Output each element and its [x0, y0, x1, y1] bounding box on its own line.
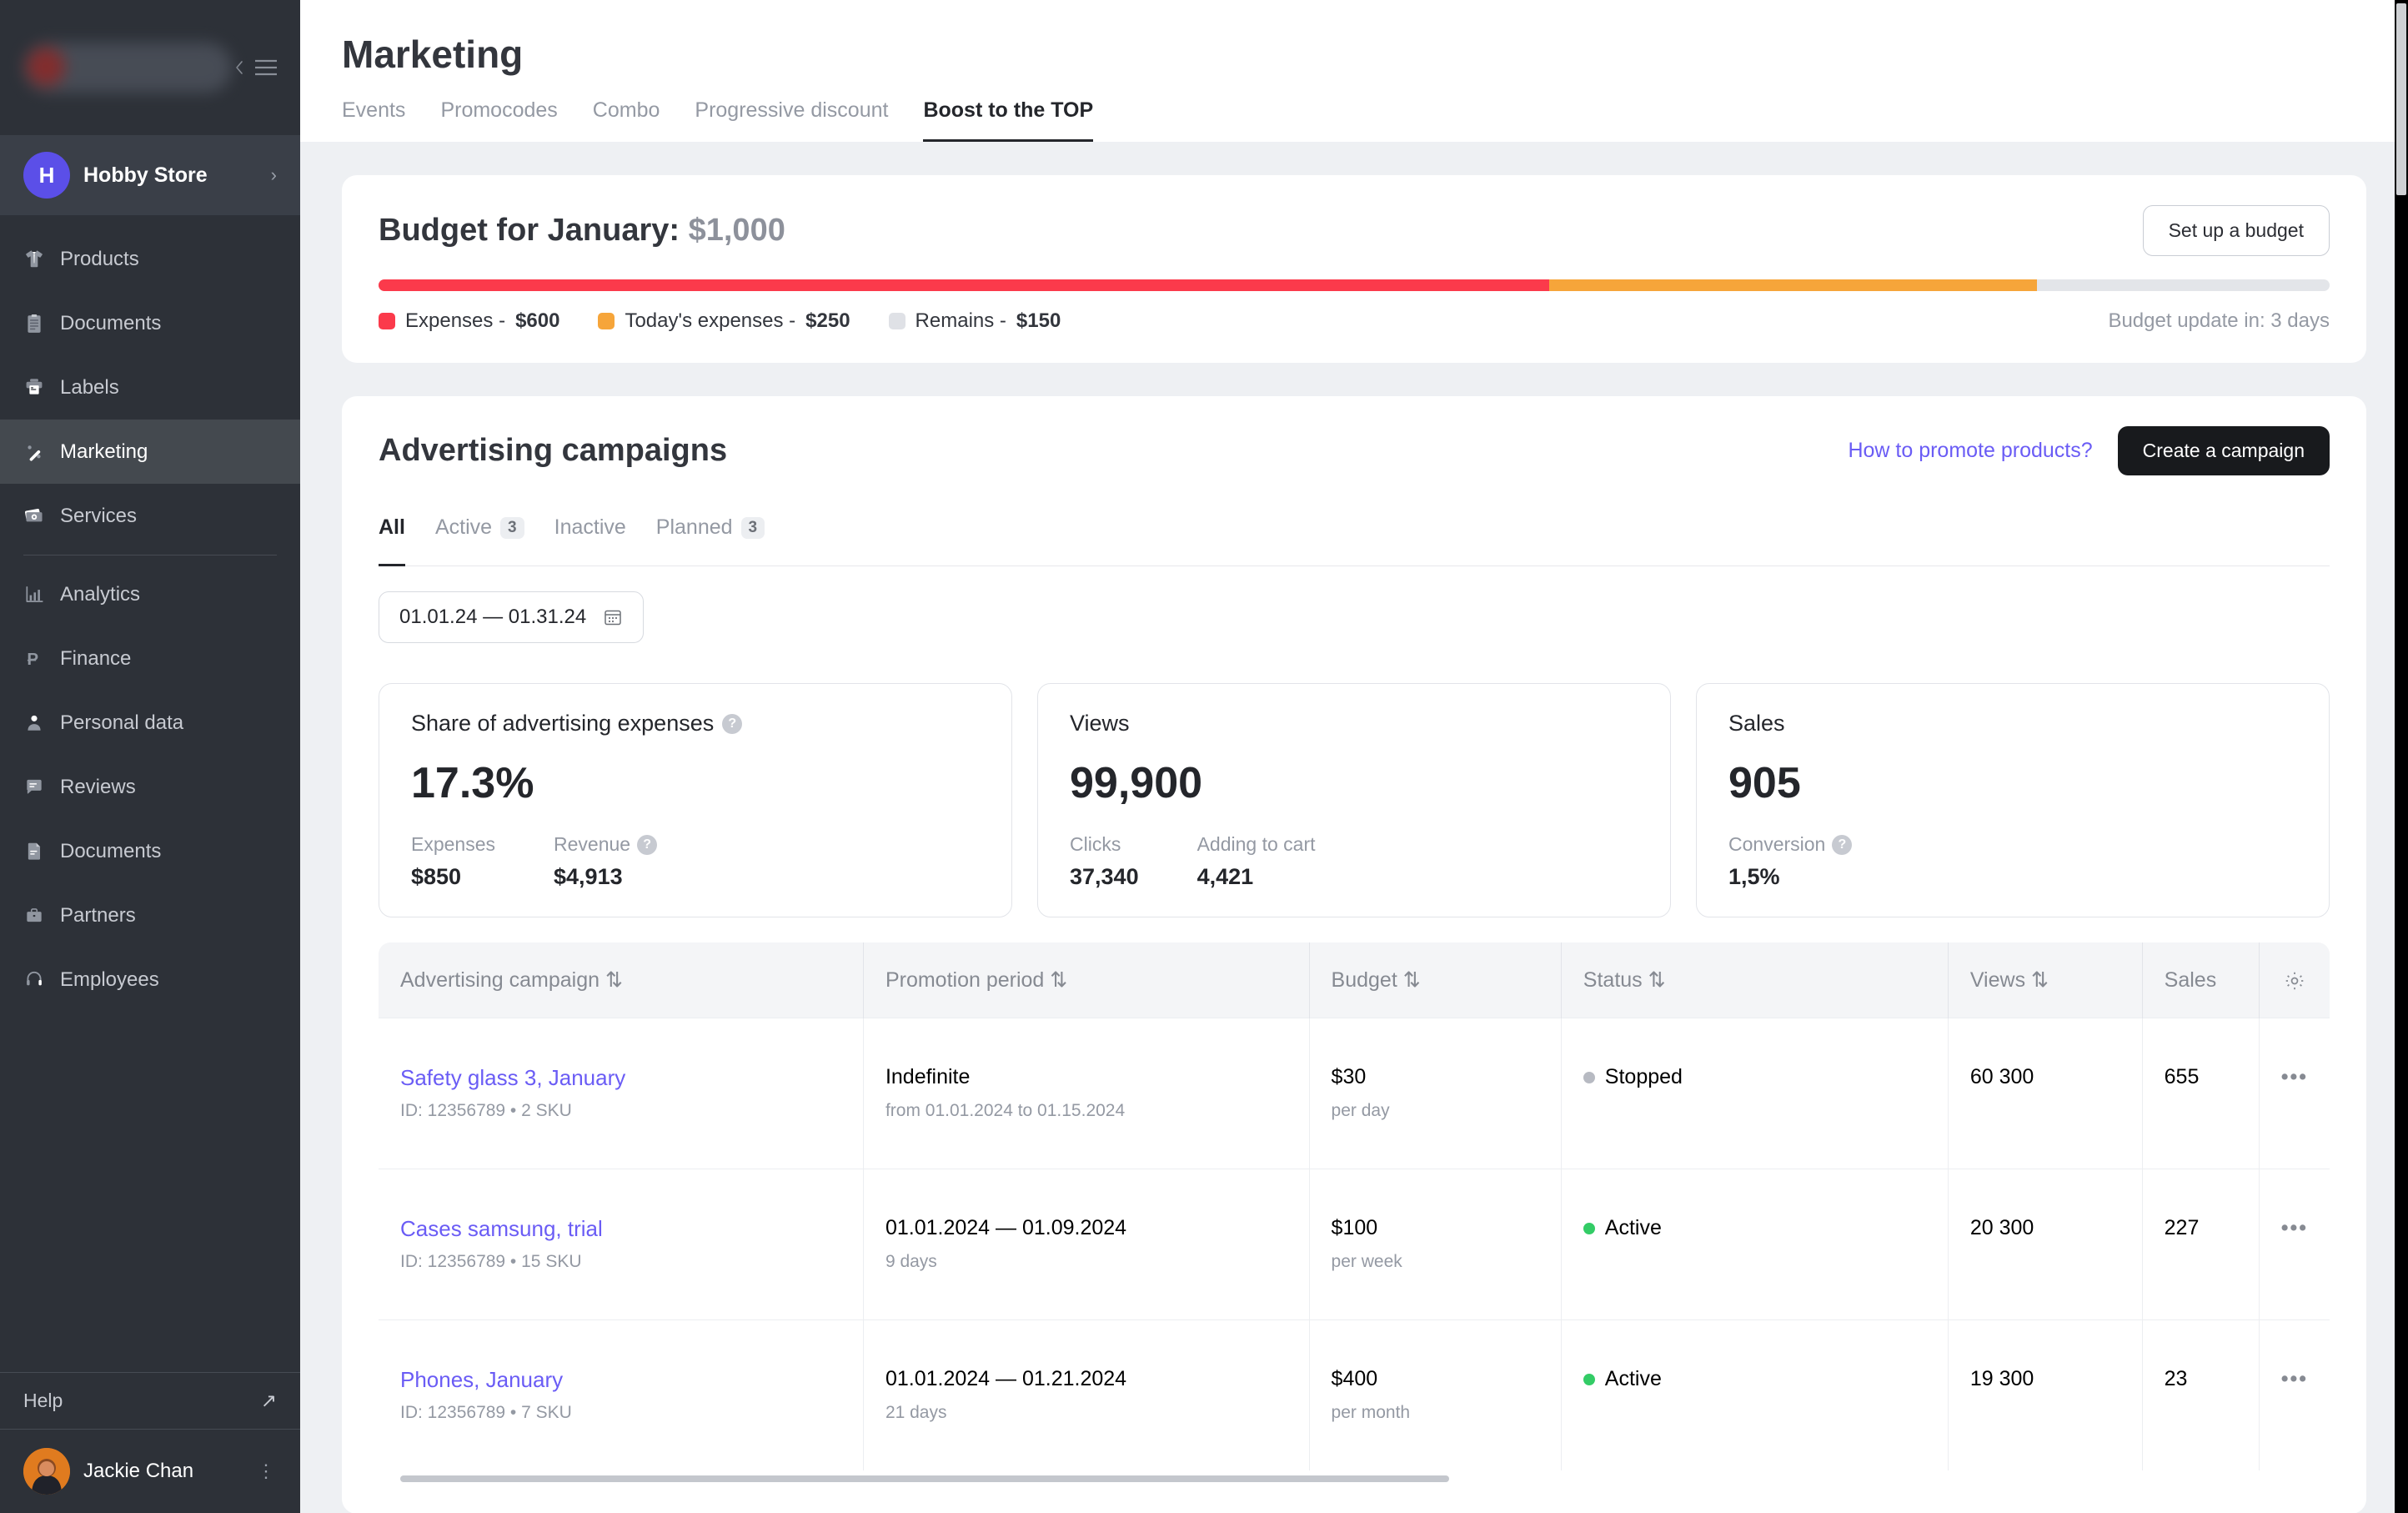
svg-text:P: P	[27, 650, 38, 669]
